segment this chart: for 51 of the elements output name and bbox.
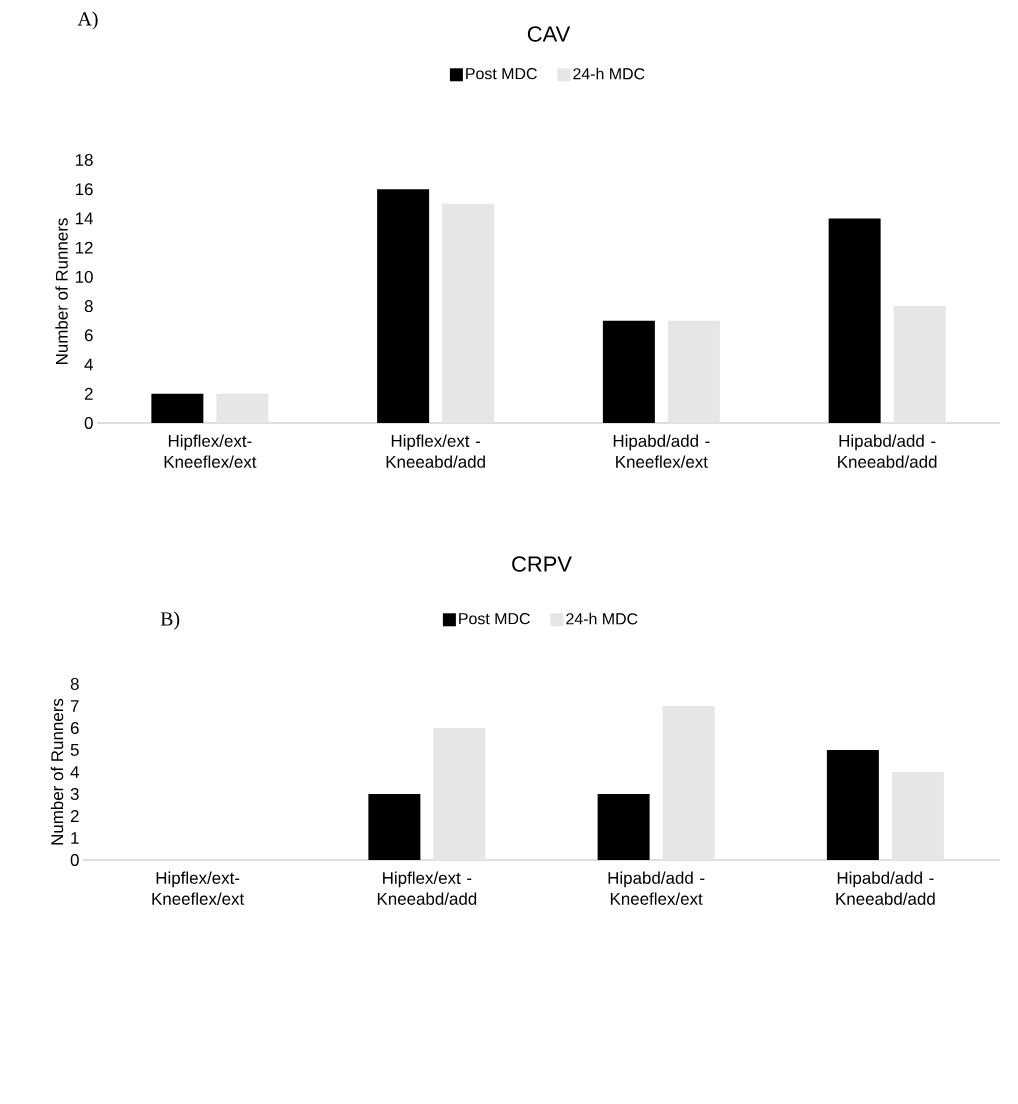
y-tick-label: 10: [75, 270, 93, 283]
x-tick-label: Hipflex/ext - Kneeabd/add: [377, 871, 477, 905]
x-tick-label: Hipabd/add - Kneeflex/ext: [608, 871, 705, 905]
x-tick-label: Hipflex/ext - Kneeabd/add: [386, 434, 485, 468]
bar: [891, 772, 944, 860]
text: A): [77, 11, 98, 30]
y-axis-title: Number of Runners: [55, 218, 68, 364]
chart-title: CRPV: [512, 556, 572, 572]
x-tick-label: Hipflex/ext- Kneeflex/ext: [164, 434, 257, 468]
legend-label: Post MDC: [466, 67, 537, 80]
bar: [368, 794, 421, 860]
y-tick-label: 2: [70, 810, 79, 822]
y-tick-label: 2: [84, 387, 93, 400]
y-tick-label: 6: [84, 329, 93, 342]
legend-label: 24-h MDC: [566, 612, 638, 625]
bar: [893, 306, 946, 423]
y-tick-label: 16: [75, 183, 93, 196]
x-tick-label: Hipabd/add - Kneeabd/add: [838, 434, 937, 468]
y-tick-label: 3: [70, 788, 79, 800]
bar: [216, 393, 269, 423]
bar: [433, 728, 486, 860]
y-tick-label: 0: [84, 416, 93, 429]
bar: [151, 393, 204, 423]
y-tick-label: 14: [75, 212, 93, 225]
y-tick-label: 12: [75, 241, 93, 254]
bar: [826, 750, 879, 860]
y-tick-label: 4: [84, 358, 93, 371]
text: B): [160, 611, 180, 630]
y-tick-label: 18: [75, 153, 93, 166]
bar: [662, 706, 715, 860]
y-tick-label: 1: [71, 832, 79, 844]
x-tick-label: Hipflex/ext- Kneeflex/ext: [152, 871, 245, 905]
chart-title: CAV: [527, 26, 571, 42]
bar: [377, 189, 430, 423]
x-tick-label: Hipabd/add - Kneeabd/add: [836, 871, 935, 905]
y-tick-label: 5: [70, 744, 79, 756]
y-tick-label: 8: [84, 300, 93, 313]
legend-label: 24-h MDC: [573, 67, 645, 80]
bar: [602, 320, 655, 423]
legend-label: Post MDC: [459, 612, 530, 625]
y-tick-label: 8: [70, 678, 79, 690]
bar: [667, 320, 720, 423]
y-tick-label: 4: [70, 766, 79, 778]
bar: [828, 218, 881, 423]
y-tick-label: 6: [70, 722, 79, 734]
bar: [442, 203, 495, 423]
y-axis-title: Number of Runners: [50, 698, 64, 845]
y-tick-label: 0: [70, 853, 79, 866]
y-tick-label: 7: [70, 700, 79, 712]
bar: [597, 794, 650, 860]
x-tick-label: Hipabd/add - Kneeflex/ext: [613, 434, 710, 468]
